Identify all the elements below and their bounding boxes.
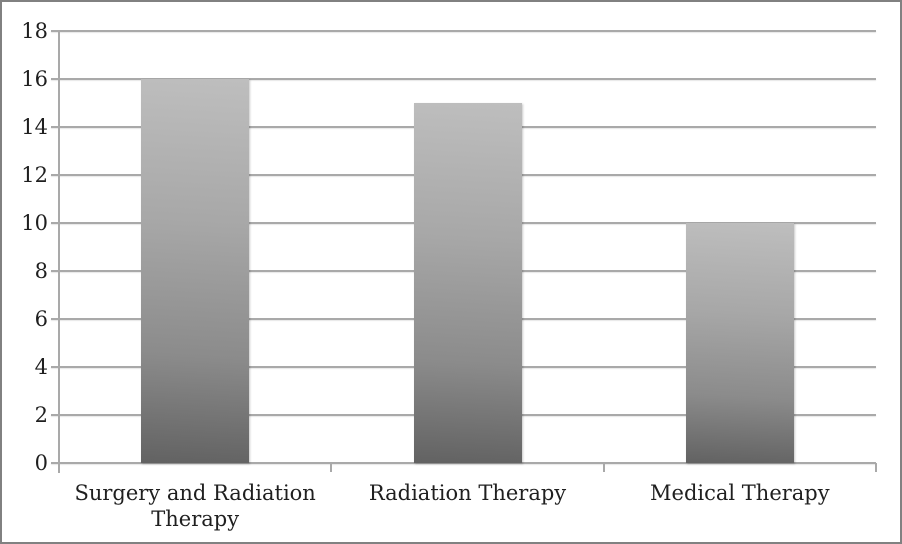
y-tick-label: 10 <box>21 211 48 235</box>
y-tick-label: 14 <box>21 115 48 139</box>
x-category-label: Radiation Therapy <box>368 481 567 505</box>
x-axis-line <box>51 462 876 464</box>
y-tick-label: 8 <box>34 259 48 283</box>
y-tick-label: 12 <box>21 163 48 187</box>
y-tick-label: 4 <box>34 355 48 379</box>
bar <box>685 223 794 463</box>
bar <box>413 103 522 463</box>
y-tick-label: 0 <box>34 451 48 475</box>
gridline <box>51 78 876 80</box>
y-axis-line <box>58 30 60 473</box>
y-tick-label: 6 <box>34 307 48 331</box>
y-tick-label: 16 <box>21 67 48 91</box>
x-tick-mark <box>330 463 333 472</box>
bar <box>141 79 250 463</box>
x-tick-mark <box>875 463 877 472</box>
gridline <box>51 30 876 32</box>
y-tick-label: 2 <box>34 403 48 427</box>
x-category-label: Medical Therapy <box>650 481 830 505</box>
y-tick-label: 18 <box>21 19 48 43</box>
x-tick-mark <box>602 463 605 472</box>
x-category-label: Surgery and Radiation Therapy <box>74 481 316 531</box>
